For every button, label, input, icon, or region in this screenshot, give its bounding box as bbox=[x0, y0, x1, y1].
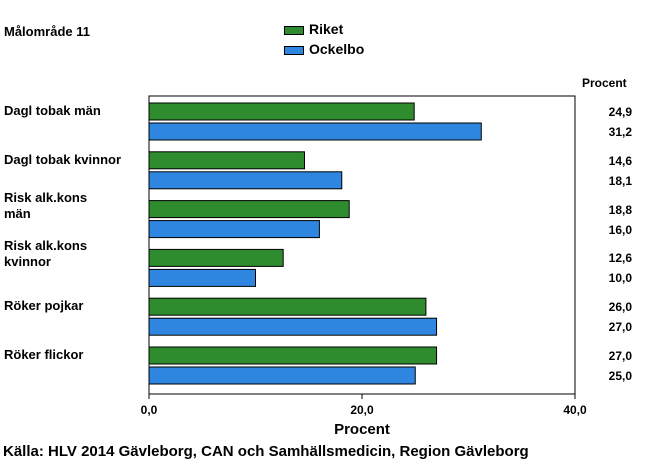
value-label-ockelbo: 18,1 bbox=[608, 173, 632, 188]
bar-riket bbox=[148, 248, 284, 267]
bar-riket bbox=[148, 151, 305, 170]
value-label-riket: 12,6 bbox=[608, 251, 632, 266]
legend-label-ockelbo: Ockelbo bbox=[309, 41, 365, 57]
category-label: Risk alk.kons män bbox=[4, 189, 88, 221]
bar-ockelbo bbox=[148, 122, 482, 141]
value-label-riket: 24,9 bbox=[608, 105, 632, 119]
value-label-riket: 27,0 bbox=[608, 349, 632, 363]
category-label: Röker flickor bbox=[4, 347, 84, 362]
bar-riket bbox=[148, 102, 415, 121]
legend-swatch-ockelbo bbox=[284, 45, 304, 55]
category-label: Röker pojkar bbox=[4, 298, 84, 314]
category-label: Dagl tobak kvinnor bbox=[4, 151, 122, 167]
source-note: Källa: HLV 2014 Gävleborg, CAN och Samhä… bbox=[3, 443, 529, 460]
value-column-header: Procent bbox=[582, 76, 627, 90]
legend-label-riket: Riket bbox=[309, 21, 344, 37]
bar-riket bbox=[148, 200, 350, 219]
bar-ockelbo bbox=[148, 366, 416, 385]
value-label-ockelbo: 31,2 bbox=[608, 125, 632, 139]
legend-swatch-riket bbox=[284, 25, 304, 35]
bar-ockelbo bbox=[148, 317, 438, 336]
bar-riket bbox=[148, 346, 438, 365]
bar-ockelbo bbox=[148, 220, 320, 239]
x-tick-label: 0,0 bbox=[140, 403, 158, 417]
value-label-ockelbo: 10,0 bbox=[608, 271, 632, 286]
value-label-riket: 18,8 bbox=[608, 202, 632, 217]
category-label: Risk alk.kons kvinnor bbox=[4, 238, 88, 270]
bar-ockelbo bbox=[148, 171, 343, 190]
bar-riket bbox=[148, 297, 427, 316]
legend-item-riket: Riket bbox=[284, 21, 343, 37]
legend-item-ockelbo: Ockelbo bbox=[284, 41, 364, 57]
value-label-ockelbo: 25,0 bbox=[608, 369, 632, 383]
x-tick-label: 40,0 bbox=[563, 403, 587, 417]
value-label-ockelbo: 27,0 bbox=[608, 320, 632, 335]
value-label-riket: 14,6 bbox=[608, 153, 632, 168]
x-axis-label: Procent bbox=[334, 421, 390, 438]
bar-ockelbo bbox=[148, 268, 256, 287]
value-label-riket: 26,0 bbox=[608, 300, 632, 315]
category-label: Dagl tobak män bbox=[4, 103, 101, 118]
x-tick-label: 20,0 bbox=[350, 403, 374, 417]
value-label-ockelbo: 16,0 bbox=[608, 222, 632, 237]
chart-title: Målområde 11 bbox=[4, 24, 90, 39]
